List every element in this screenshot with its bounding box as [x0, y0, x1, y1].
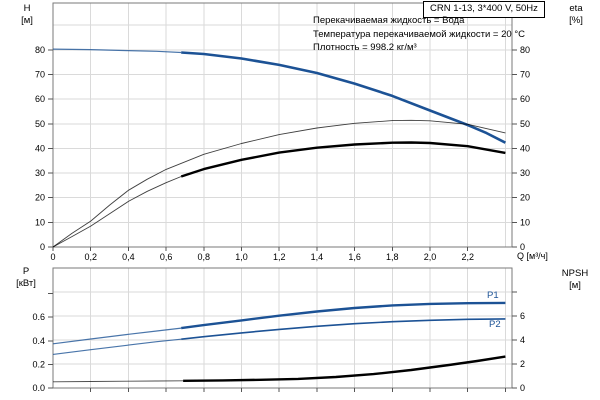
top-x-tick-label: 1,6 [348, 252, 361, 262]
p1-curve-label: P1 [487, 290, 499, 301]
top-right-tick-label: 40 [520, 143, 530, 153]
top-x-tick-label: 1,0 [235, 252, 248, 262]
p1-curve-thin [52, 327, 182, 345]
top-right-tick-label: 20 [520, 193, 530, 203]
bottom-right-tick-label: 6 [520, 311, 525, 321]
annotation-block: Перекачиваемая жидкость = Вода Температу… [313, 15, 525, 56]
top-left-tick-label: 80 [35, 45, 45, 55]
top-x-tick-label: 0,8 [198, 252, 211, 262]
top-right-tick-label: 80 [520, 45, 530, 55]
bottom-left-tick-label: 0.4 [32, 336, 45, 346]
p1-curve [181, 301, 506, 330]
top-left-tick-label: 60 [35, 94, 45, 104]
annotation-liquid: Перекачиваемая жидкость = Вода [313, 15, 465, 26]
top-left-tick-label: 10 [35, 217, 45, 227]
flow-axis-label: Q [м³/ч] [517, 251, 548, 261]
eta-axis-unit: [%] [569, 15, 583, 26]
power-axis-label: P [кВт] [6, 266, 46, 290]
top-x-tick-label: 0,2 [84, 252, 97, 262]
annotation-density: Плотность = 998.2 кг/м³ [313, 42, 417, 53]
top-left-tick-label: 70 [35, 69, 45, 79]
top-right-tick-label: 0 [520, 242, 525, 252]
head-axis-label: H [м] [10, 3, 44, 27]
npsh-curve-thin [52, 380, 184, 383]
bottom-plot-border [52, 267, 513, 389]
p2-curve-label: P2 [489, 319, 501, 330]
top-plot-border [52, 2, 513, 248]
top-x-tick-label: 0,6 [160, 252, 173, 262]
npsh-axis-name: NPSH [561, 268, 589, 279]
npsh-curve [183, 355, 506, 382]
top-right-tick-label: 70 [520, 69, 530, 79]
eta-total-curve-thin [52, 176, 182, 248]
top-left-tick-label: 20 [35, 193, 45, 203]
eta-total-curve [180, 141, 506, 178]
top-x-tick-label: 0 [50, 252, 55, 262]
p2-curve-thin [52, 338, 182, 355]
top-right-tick-label: 30 [520, 168, 530, 178]
top-x-tick-label: 1,2 [273, 252, 286, 262]
head-axis-unit: [м] [21, 15, 33, 26]
bottom-right-tick-label: 4 [520, 335, 525, 345]
top-left-tick-label: 50 [35, 119, 45, 129]
head-curve-thin [52, 48, 182, 54]
bottom-left-tick-label: 0.0 [32, 383, 45, 393]
top-right-tick-label: 10 [520, 217, 530, 227]
top-left-tick-label: 30 [35, 168, 45, 178]
annotation-temperature: Температура перекачиваемой жидкости = 20… [313, 28, 525, 40]
npsh-axis-label: NPSH [м] [553, 268, 597, 292]
p2-curve [181, 318, 506, 340]
top-left-tick-label: 40 [35, 143, 45, 153]
power-axis-unit: [кВт] [16, 278, 36, 289]
top-x-tick-label: 1,4 [311, 252, 324, 262]
top-right-tick-label: 50 [520, 119, 530, 129]
top-left-tick-label: 0 [40, 242, 45, 252]
head-curve [181, 51, 506, 144]
top-x-tick-label: 0,4 [122, 252, 135, 262]
eta-pump-curve [52, 119, 506, 248]
eta-axis-name: eta [569, 3, 583, 14]
head-axis-name: H [23, 3, 31, 14]
bottom-right-tick-label: 2 [520, 359, 525, 369]
eta-axis-label: eta [%] [558, 3, 594, 27]
top-x-tick-label: 2,0 [424, 252, 437, 262]
npsh-axis-unit: [м] [569, 280, 581, 291]
top-x-tick-label: 1,8 [386, 252, 399, 262]
chart-title-box: CRN 1-13, 3*400 V, 50Hz [423, 1, 545, 18]
top-right-tick-label: 60 [520, 94, 530, 104]
power-axis-name: P [22, 266, 30, 277]
bottom-right-tick-label: 0 [520, 383, 525, 393]
bottom-left-tick-label: 0.6 [32, 312, 45, 322]
bottom-left-tick-label: 0.2 [32, 359, 45, 369]
top-x-tick-label: 2,2 [461, 252, 474, 262]
